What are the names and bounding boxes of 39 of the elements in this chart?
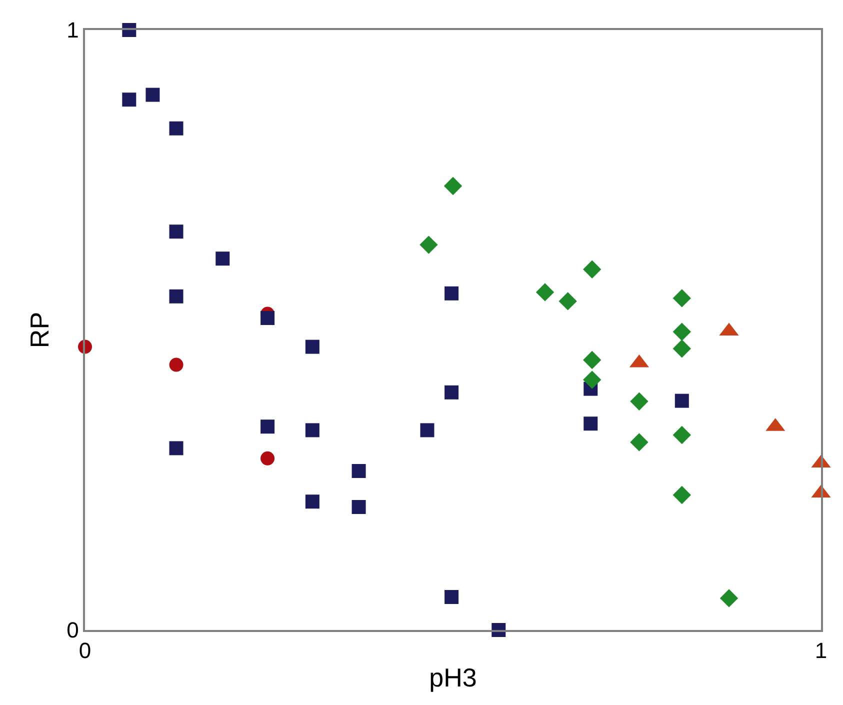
point [672, 486, 691, 504]
point [169, 121, 184, 136]
point [584, 416, 598, 431]
point [583, 370, 602, 389]
point [216, 252, 230, 266]
point [444, 590, 459, 604]
point [305, 494, 320, 509]
point [674, 394, 689, 408]
point [444, 286, 459, 300]
point [305, 423, 320, 438]
point [583, 350, 602, 370]
point [122, 92, 136, 107]
y-axis-title: RP [24, 312, 54, 348]
point [146, 88, 160, 102]
x-axis-title: pH3 [429, 662, 477, 692]
point [169, 224, 184, 239]
point [169, 358, 184, 372]
point [260, 451, 275, 466]
point [630, 433, 648, 452]
point [444, 176, 462, 196]
point [352, 464, 366, 478]
point [672, 340, 691, 358]
point [672, 322, 691, 341]
point [720, 589, 738, 608]
point [260, 420, 275, 434]
point [352, 500, 366, 514]
point [420, 423, 434, 438]
point [420, 236, 438, 254]
point [536, 283, 554, 302]
point [305, 340, 320, 354]
point [558, 292, 577, 310]
point [583, 260, 602, 278]
point [672, 426, 691, 444]
point [169, 289, 184, 304]
point [630, 392, 648, 410]
point [169, 441, 184, 456]
point [672, 289, 691, 308]
point [260, 311, 275, 325]
point [444, 385, 459, 400]
